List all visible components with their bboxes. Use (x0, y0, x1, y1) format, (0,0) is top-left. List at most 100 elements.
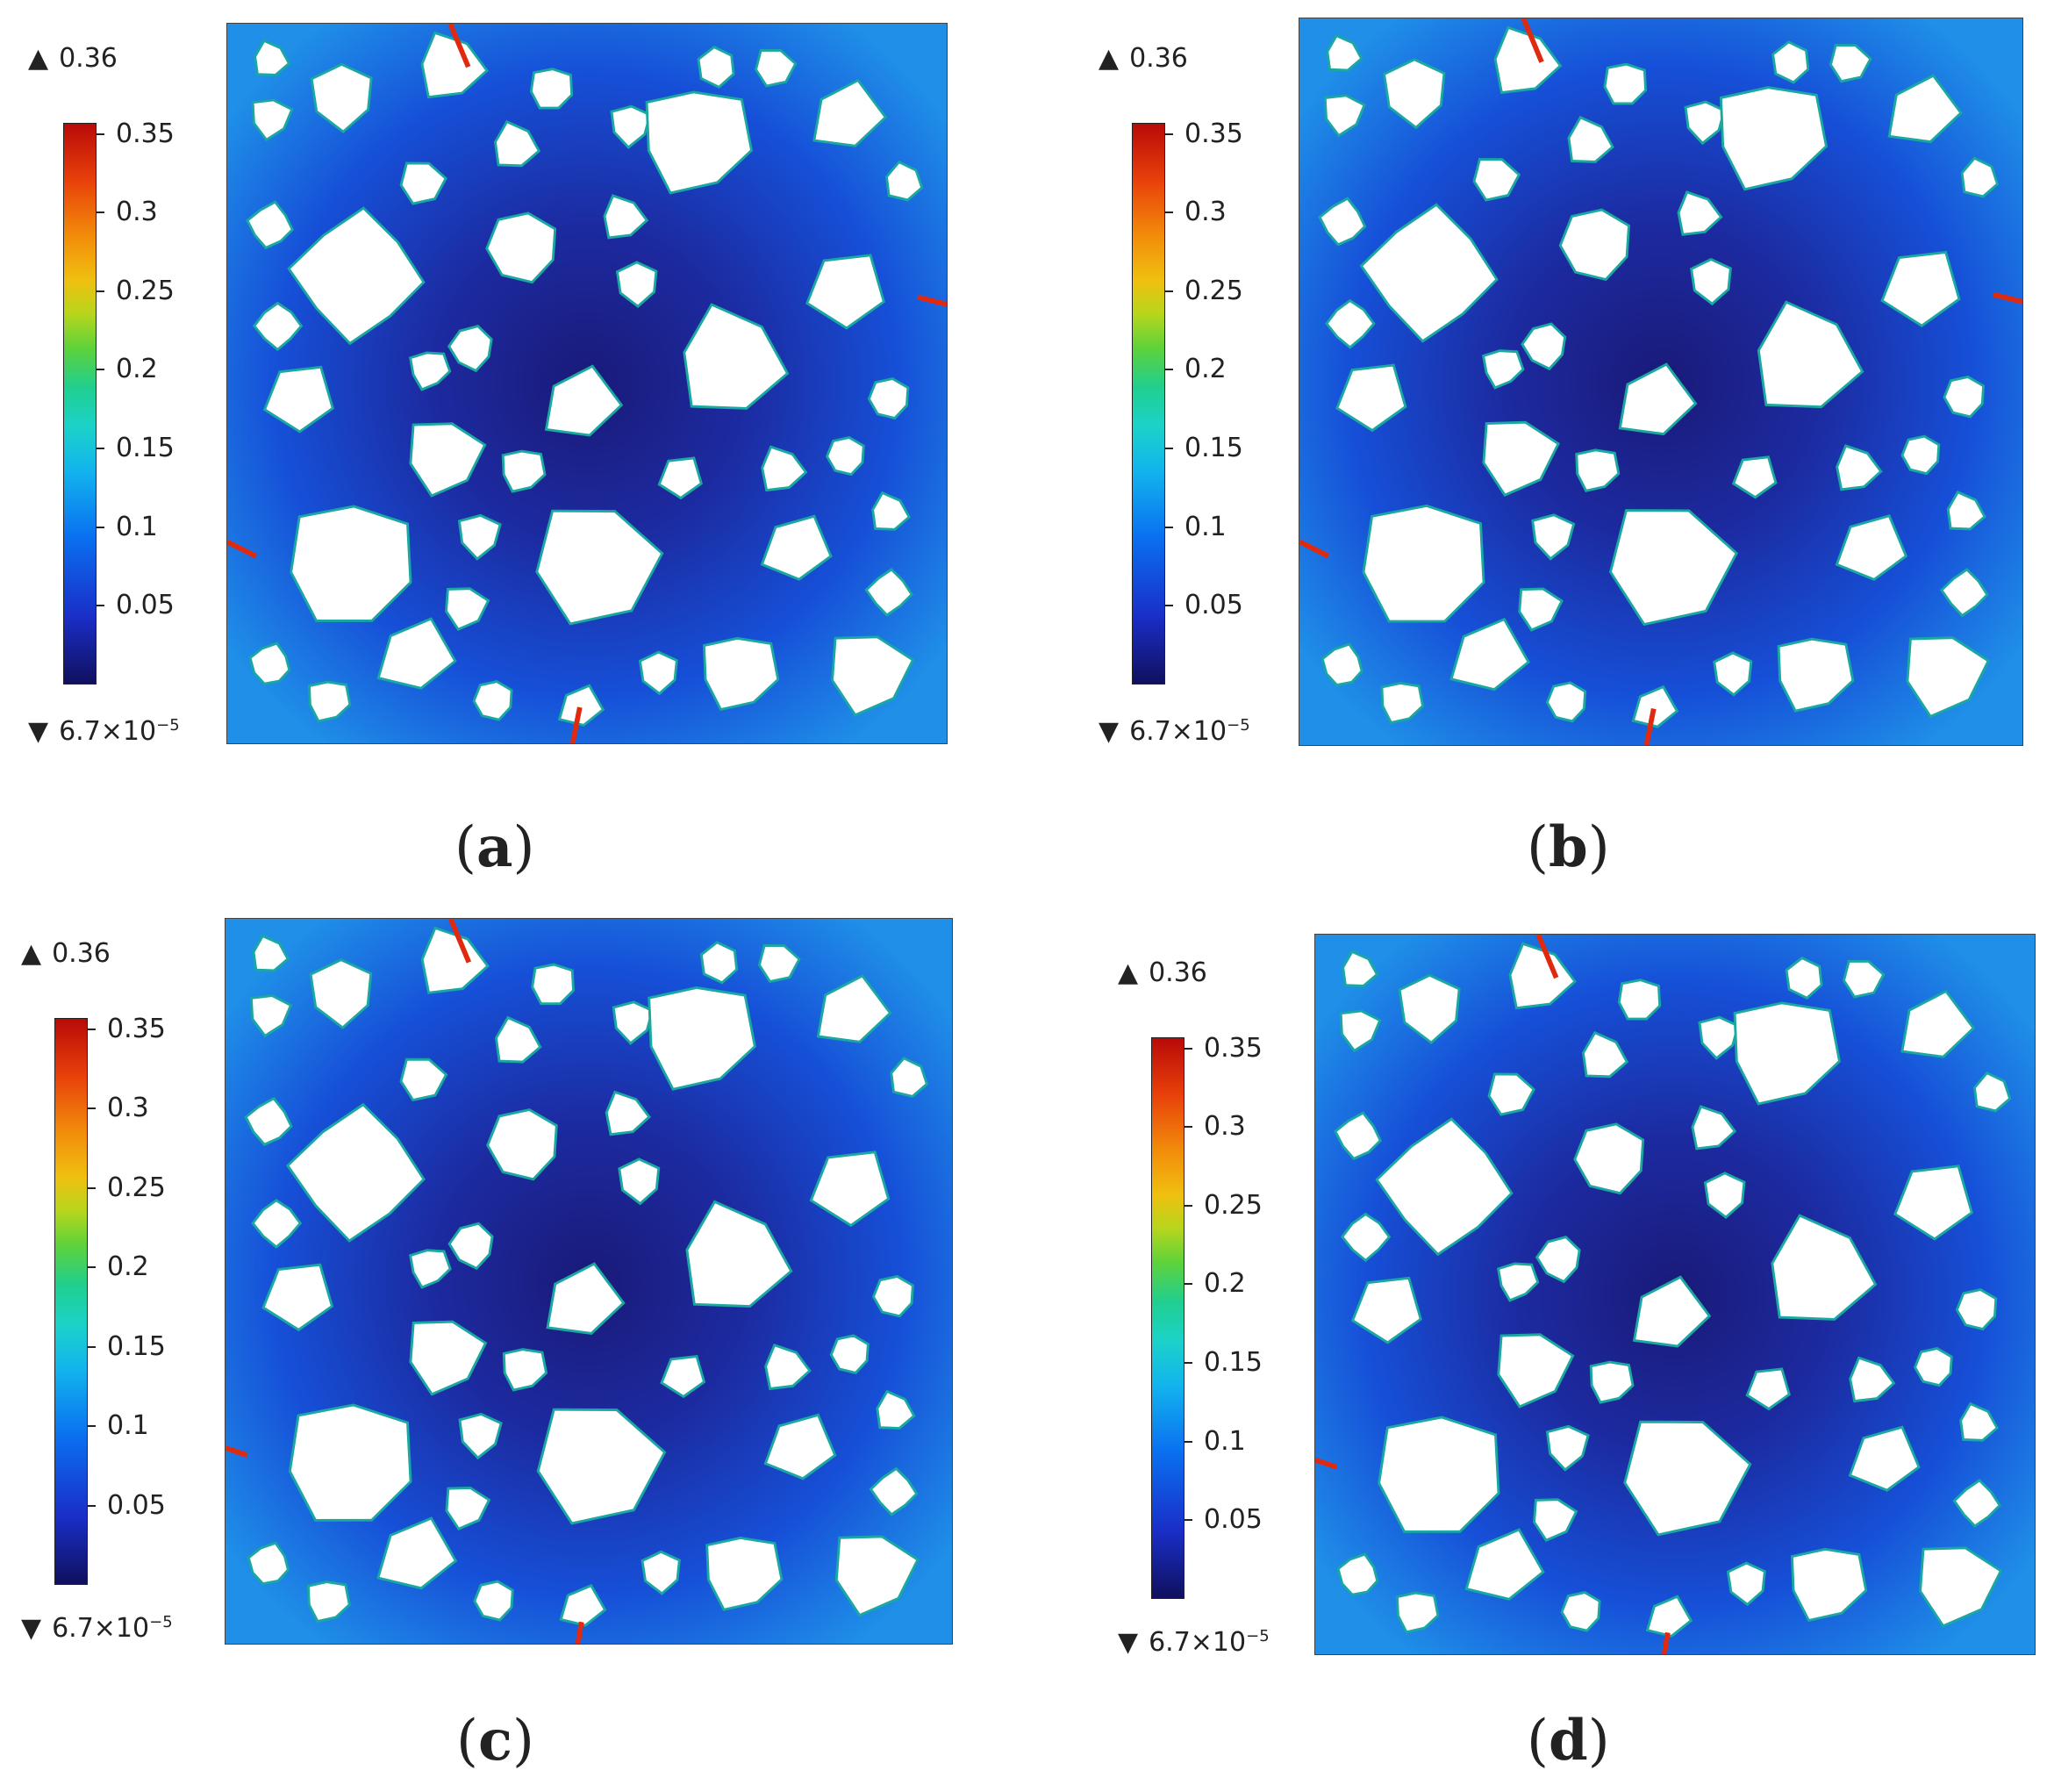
aggregate (1482, 420, 1560, 497)
colorbar-tick (1165, 526, 1173, 528)
field-plot (1314, 934, 2036, 1655)
crack-line (448, 919, 472, 964)
colorbar-tick-label: 0.15 (1204, 1347, 1263, 1379)
colorbar-min-marker: ▼ 6.7×10−5 (1118, 1627, 1270, 1658)
aggregate (1733, 1001, 1842, 1106)
colorbar-tick (97, 290, 104, 292)
colorbar-tick-label: 0.2 (107, 1251, 149, 1283)
colorbar-tick-label: 0.3 (1204, 1111, 1246, 1143)
aggregate (458, 1412, 503, 1460)
aggregate (494, 1015, 542, 1064)
colorbar-tick-label: 0.2 (1184, 354, 1227, 385)
aggregate (472, 680, 513, 721)
colorbar-tick-label: 0.05 (116, 590, 175, 621)
colorbar-tick-label: 0.2 (1204, 1268, 1246, 1300)
aggregate (1472, 158, 1521, 202)
crack-line (1993, 291, 2022, 305)
aggregate (1589, 1360, 1635, 1404)
colorbar-tick-label: 0.3 (116, 197, 158, 228)
aggregate (1318, 197, 1367, 247)
aggregate (648, 986, 756, 1091)
colorbar-tick-label: 0.1 (107, 1410, 149, 1442)
aggregate (1378, 1416, 1500, 1533)
aggregate (376, 617, 457, 690)
aggregate (1518, 587, 1564, 632)
aggregate (536, 1408, 667, 1525)
aggregate (831, 635, 915, 717)
aggregate (1339, 1009, 1382, 1053)
aggregate (493, 119, 541, 168)
aggregate (408, 351, 452, 391)
aggregate (812, 78, 888, 147)
aggregate (557, 684, 605, 727)
aggregate (1581, 1030, 1629, 1079)
colorbar (1151, 1037, 1184, 1599)
colorbar-max-marker: ▲ 0.36 (1099, 43, 1188, 74)
aggregate (754, 48, 798, 88)
aggregate (447, 325, 493, 373)
colorbar-tick-label: 0.2 (116, 354, 158, 385)
panel-caption: (c) (456, 1708, 534, 1774)
aggregate (1913, 1346, 1953, 1387)
crack-line (1535, 935, 1559, 979)
aggregate (1617, 978, 1662, 1021)
aggregate (1829, 44, 1872, 83)
aggregate (559, 1583, 607, 1627)
aggregate (1972, 1071, 2012, 1113)
aggregate (529, 68, 574, 110)
aggregate (1836, 444, 1883, 491)
aggregate (1375, 1117, 1514, 1257)
aggregate (251, 1198, 303, 1249)
aggregate (1359, 203, 1499, 343)
aggregate (1575, 448, 1621, 492)
panel-caption: (d) (1527, 1708, 1610, 1774)
aggregate (1726, 1561, 1766, 1607)
aggregate (1521, 322, 1567, 371)
aggregate (399, 1057, 448, 1102)
colorbar-tick-label: 0.1 (1204, 1425, 1246, 1457)
colorbar-tick-label: 0.25 (1204, 1189, 1263, 1221)
aggregate (1757, 300, 1864, 409)
aggregate (1497, 1333, 1575, 1409)
crack-line (569, 706, 583, 743)
aggregate (247, 1541, 290, 1586)
aggregate (1691, 1105, 1737, 1150)
aggregate (1849, 1356, 1896, 1403)
aggregate (683, 303, 790, 410)
aggregate (1449, 617, 1530, 692)
aggregate (290, 505, 412, 622)
colorbar-tick-label: 0.25 (116, 275, 175, 306)
colorbar-tick-label: 0.1 (116, 511, 158, 542)
aggregate (1508, 942, 1577, 1010)
aggregate (535, 509, 664, 626)
aggregate (1493, 25, 1563, 95)
aggregate (306, 1581, 351, 1624)
aggregate (1703, 1172, 1746, 1219)
colorbar-tick-label: 0.25 (1184, 275, 1243, 306)
colorbar-tick (88, 1345, 96, 1348)
colorbar-tick-label: 0.35 (1204, 1032, 1263, 1064)
aggregate (1496, 1262, 1540, 1302)
aggregate (248, 642, 291, 685)
crack-line (575, 1621, 584, 1644)
aggregate (1320, 642, 1363, 687)
aggregate (1323, 94, 1366, 138)
aggregate (809, 1150, 891, 1228)
aggregate (816, 974, 892, 1043)
aggregate (1487, 1072, 1535, 1116)
crack-line (225, 1445, 248, 1458)
aggregate (1771, 1214, 1878, 1321)
colorbar-tick (88, 1504, 96, 1507)
aggregate (761, 445, 808, 492)
aggregate (1398, 973, 1461, 1045)
colorbar-min-marker: ▼ 6.7×10−5 (28, 716, 180, 747)
colorbar-tick (1165, 605, 1173, 607)
aggregate (1326, 33, 1363, 72)
aggregate (409, 1320, 488, 1396)
aggregate (287, 206, 426, 346)
aggregate (420, 31, 489, 99)
panel-caption: (b) (1527, 814, 1610, 880)
aggregate (485, 211, 557, 284)
aggregate (1893, 1165, 1973, 1241)
crack-line (227, 539, 258, 559)
